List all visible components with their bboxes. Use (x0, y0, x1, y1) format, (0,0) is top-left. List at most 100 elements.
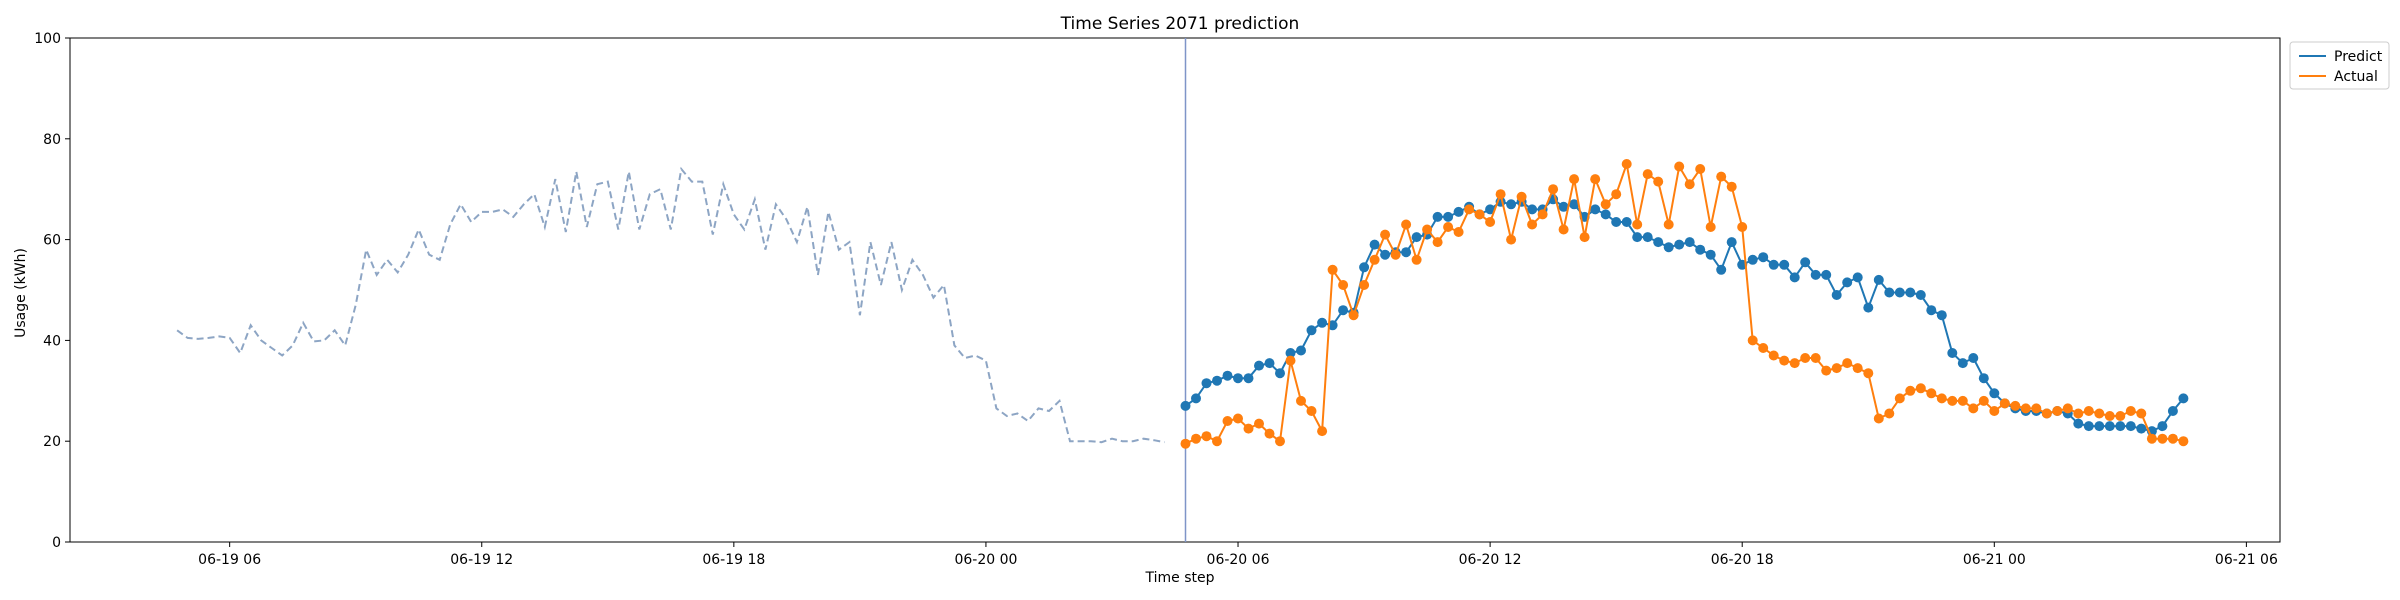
x-tick-label: 06-21 00 (1963, 552, 2026, 568)
data-point-predict (1915, 290, 1926, 300)
data-point-actual (1306, 406, 1317, 416)
data-point-actual (1873, 413, 1884, 424)
data-point-actual (1663, 219, 1674, 230)
data-point-actual (1558, 224, 1569, 235)
data-point-predict (2073, 418, 2084, 429)
data-point-actual (2062, 403, 2073, 414)
data-point-actual (1957, 395, 1968, 406)
data-point-actual (2136, 408, 2147, 419)
data-point-actual (1674, 161, 1685, 172)
data-point-actual (1611, 189, 1622, 200)
data-point-predict (2083, 421, 2094, 432)
data-point-actual (1863, 368, 1874, 379)
data-point-actual (1201, 431, 1212, 442)
data-point-predict (1821, 269, 1832, 280)
data-point-predict (1338, 305, 1349, 316)
data-point-actual (1180, 438, 1191, 449)
legend-label-predict: Predict (2334, 49, 2383, 65)
data-point-predict (1894, 287, 1905, 298)
data-point-actual (1789, 358, 1800, 369)
x-tick-label: 06-20 18 (1711, 552, 1774, 568)
data-point-predict (1684, 237, 1695, 248)
data-point-actual (1275, 436, 1285, 447)
data-point-actual (1579, 232, 1590, 243)
data-point-predict (2157, 421, 2168, 432)
data-point-predict (1978, 373, 1989, 384)
data-point-predict (1243, 373, 1254, 384)
data-point-predict (1443, 211, 1454, 222)
y-axis-label: Usage (kWh) (13, 248, 29, 338)
data-point-predict (2178, 393, 2189, 404)
data-point-actual (2115, 411, 2126, 421)
data-point-actual (2031, 403, 2042, 414)
data-point-actual (2083, 406, 2094, 416)
data-point-actual (1453, 227, 1464, 237)
data-point-actual (1590, 174, 1601, 185)
data-point-predict (1873, 274, 1884, 285)
data-point-predict (1705, 249, 1716, 260)
data-point-predict (2136, 423, 2147, 434)
data-point-predict (2094, 421, 2105, 432)
legend-frame (2289, 41, 2390, 90)
data-point-predict (1632, 232, 1643, 243)
data-point-actual (1800, 353, 1811, 363)
data-point-actual (1842, 358, 1853, 369)
data-point-predict (1254, 360, 1264, 371)
data-point-actual (1474, 209, 1485, 220)
data-point-actual (2010, 400, 2021, 411)
x-tick-label: 06-20 12 (1459, 552, 1522, 568)
x-axis-label: Time step (1145, 570, 1215, 586)
data-point-actual (1758, 343, 1769, 353)
series-line-actual (1185, 160, 2184, 445)
data-point-actual (1768, 350, 1779, 361)
data-point-predict (1275, 368, 1285, 379)
data-point-actual (2178, 436, 2189, 447)
data-point-actual (1684, 179, 1695, 190)
data-point-actual (1285, 355, 1296, 366)
data-point-actual (1443, 222, 1454, 232)
data-point-predict (1369, 239, 1380, 250)
data-point-predict (1191, 393, 1201, 404)
data-point-actual (1348, 310, 1359, 321)
data-point-actual (1726, 181, 1737, 192)
data-point-actual (1936, 393, 1947, 404)
data-point-actual (1264, 428, 1275, 439)
data-point-predict (1663, 242, 1674, 253)
data-point-actual (1600, 199, 1611, 210)
data-point-actual (2157, 433, 2168, 444)
data-point-actual (1212, 436, 1222, 447)
data-point-actual (1569, 174, 1580, 185)
data-point-predict (1758, 252, 1769, 263)
data-point-actual (1432, 237, 1443, 248)
data-point-predict (1989, 388, 2000, 399)
data-point-predict (1642, 232, 1653, 243)
data-point-actual (1989, 406, 2000, 416)
data-point-actual (1222, 416, 1233, 426)
series-actual (1180, 159, 2189, 449)
data-point-actual (1548, 184, 1559, 195)
x-axis: 06-19 06 06-19 12 06-19 18 06-20 00 06-20 06… (198, 542, 2278, 568)
data-point-actual (1747, 335, 1758, 346)
data-point-actual (1632, 219, 1643, 230)
data-point-predict (2104, 421, 2115, 432)
data-point-predict (1558, 201, 1569, 212)
data-point-actual (2052, 406, 2063, 416)
data-point-actual (1254, 418, 1264, 429)
data-point-predict (2115, 421, 2126, 432)
data-point-predict (1485, 204, 1496, 215)
x-tick-label: 06-21 06 (2215, 552, 2278, 568)
data-point-predict (1180, 400, 1191, 411)
data-point-predict (1411, 232, 1422, 243)
data-point-actual (1915, 383, 1926, 394)
data-point-predict (1317, 317, 1328, 328)
data-point-predict (1842, 277, 1853, 288)
data-point-actual (2146, 433, 2157, 444)
data-point-predict (1863, 302, 1874, 313)
data-point-actual (1390, 249, 1401, 260)
legend: Predict Actual (2289, 41, 2390, 90)
y-tick-label: 20 (43, 434, 61, 450)
x-tick-label: 06-19 12 (450, 552, 513, 568)
data-point-actual (1327, 264, 1338, 275)
data-point-predict (1968, 353, 1979, 363)
data-point-predict (1600, 209, 1611, 220)
